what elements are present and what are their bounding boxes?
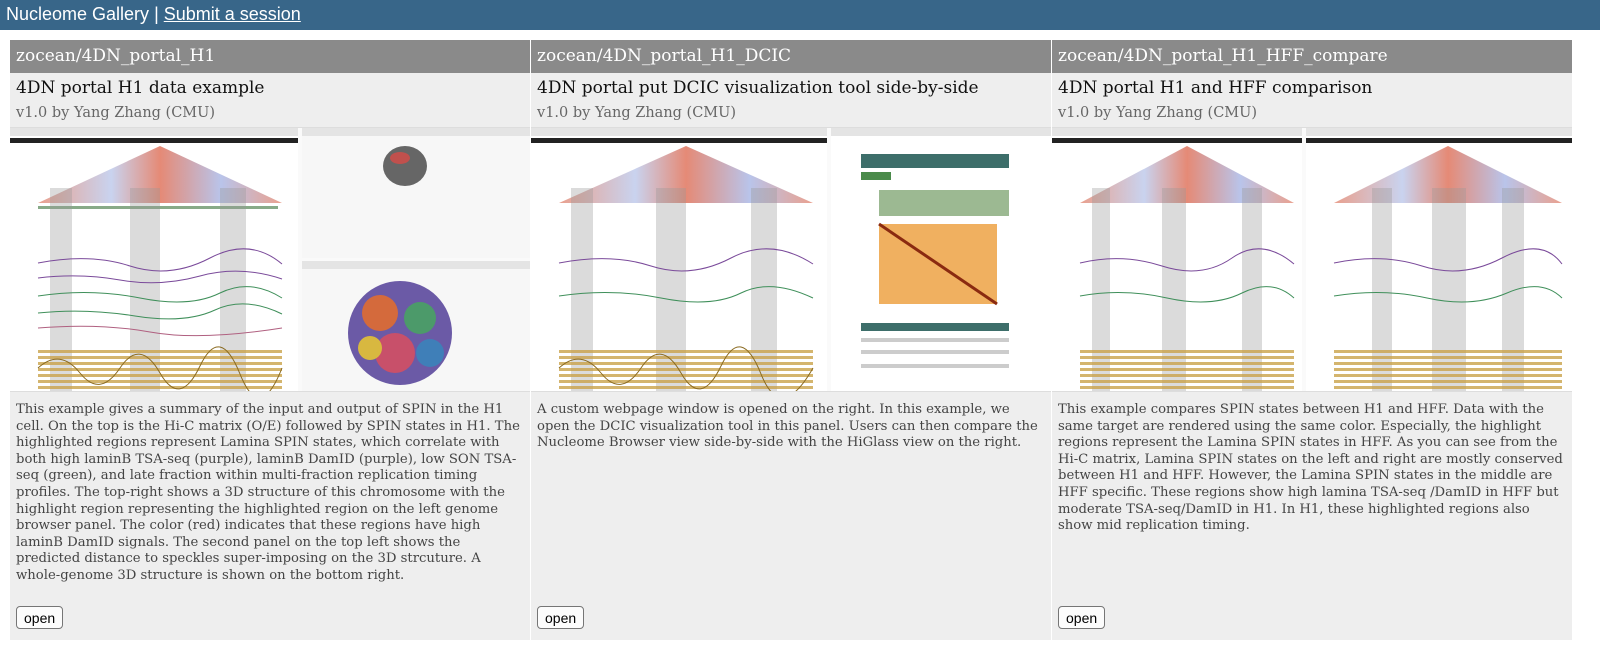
gallery-brand: Nucleome Gallery xyxy=(6,4,150,24)
session-preview-image xyxy=(10,127,530,392)
card-description: A custom webpage window is opened on the… xyxy=(537,402,1038,451)
session-preview-image xyxy=(531,127,1051,392)
session-card-h1: zocean/4DN_portal_H1 4DN portal H1 data … xyxy=(10,40,530,640)
session-card-h1-dcic: zocean/4DN_portal_H1_DCIC 4DN portal put… xyxy=(531,40,1051,640)
card-title: 4DN portal put DCIC visualization tool s… xyxy=(537,78,979,98)
card-repo-name: zocean/4DN_portal_H1_DCIC xyxy=(531,40,1051,73)
open-session-button[interactable]: open xyxy=(16,606,64,629)
submit-session-link[interactable]: Submit a session xyxy=(163,4,301,24)
card-title: 4DN portal H1 data example xyxy=(16,78,265,98)
card-title: 4DN portal H1 and HFF comparison xyxy=(1058,78,1373,98)
card-version: v1.0 by Yang Zhang (CMU) xyxy=(537,105,737,121)
card-description: This example gives a summary of the inpu… xyxy=(16,402,520,583)
session-card-h1-hff-compare: zocean/4DN_portal_H1_HFF_compare 4DN por… xyxy=(1052,40,1572,640)
card-repo-name: zocean/4DN_portal_H1_HFF_compare xyxy=(1052,40,1572,73)
card-version: v1.0 by Yang Zhang (CMU) xyxy=(1058,105,1258,121)
top-navbar: Nucleome Gallery | Submit a session xyxy=(0,0,1600,30)
card-repo-name: zocean/4DN_portal_H1 xyxy=(10,40,530,73)
open-session-button[interactable]: open xyxy=(1058,606,1106,629)
open-session-button[interactable]: open xyxy=(537,606,585,629)
session-preview-image xyxy=(1052,127,1572,392)
brand-separator: | xyxy=(149,4,164,24)
card-description: This example compares SPIN states betwee… xyxy=(1058,402,1563,534)
card-version: v1.0 by Yang Zhang (CMU) xyxy=(16,105,216,121)
